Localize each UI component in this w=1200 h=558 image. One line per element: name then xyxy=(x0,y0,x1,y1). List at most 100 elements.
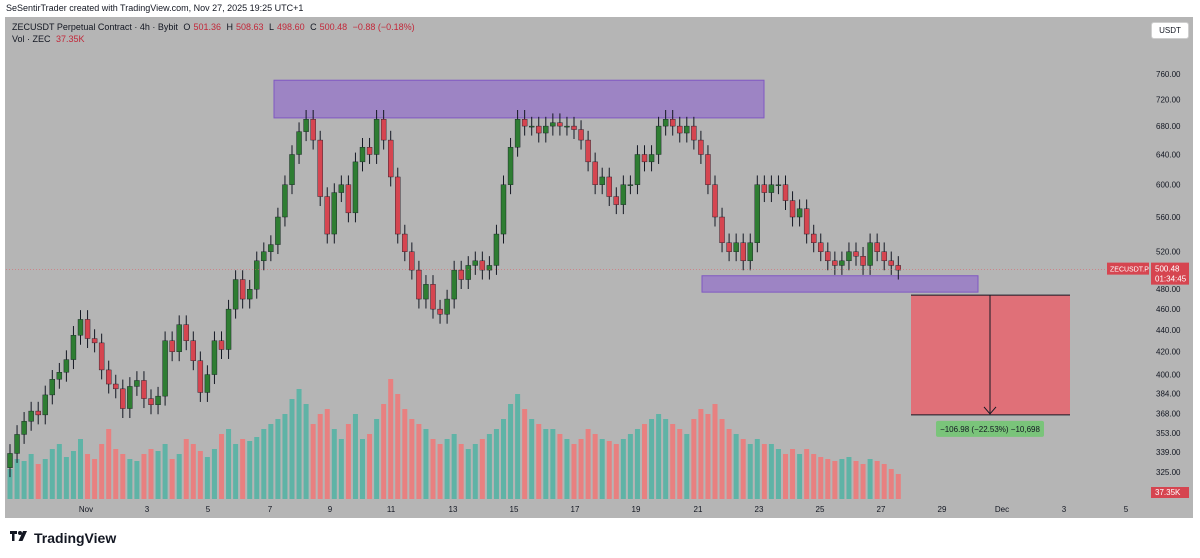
x-tick-label: 5 xyxy=(1124,505,1129,514)
candle xyxy=(56,362,63,389)
candle-body xyxy=(465,265,471,280)
volume-bar xyxy=(465,449,471,499)
candle xyxy=(818,233,824,262)
candle-body xyxy=(888,260,894,266)
volume-bar xyxy=(226,429,232,499)
candle-body xyxy=(479,260,486,271)
candle xyxy=(585,130,591,172)
volume-bar xyxy=(775,449,781,499)
candle xyxy=(444,289,450,324)
candle xyxy=(162,331,168,406)
candle-body xyxy=(881,251,887,262)
x-tick-label: 17 xyxy=(571,505,580,514)
candle xyxy=(204,365,211,402)
candle-body xyxy=(550,122,556,127)
price-tag-symbol: ZECUSDT.P xyxy=(1110,267,1149,274)
volume-bar xyxy=(564,439,570,499)
candle xyxy=(888,251,894,275)
candle xyxy=(70,326,77,370)
candle-body xyxy=(585,139,591,163)
candle xyxy=(867,233,873,275)
volume-bar xyxy=(204,457,210,499)
volume-tag-value: 37.35K xyxy=(1155,488,1181,497)
candle xyxy=(472,251,478,275)
volume-bar xyxy=(141,454,147,499)
volume-bar xyxy=(550,429,556,499)
candle xyxy=(148,389,154,415)
candle xyxy=(380,109,387,150)
candle-body xyxy=(28,410,34,422)
volume-bar xyxy=(317,414,323,499)
change-value: −0.88 (−0.18%) xyxy=(352,22,415,32)
candle-body xyxy=(430,284,436,310)
volume-bar xyxy=(522,409,528,499)
volume-bar xyxy=(254,437,260,499)
candle xyxy=(733,233,739,262)
candle xyxy=(557,113,563,136)
candle xyxy=(77,310,84,345)
candle xyxy=(599,167,605,195)
candle xyxy=(416,260,422,309)
symbol-legend: ZECUSDT Perpetual Contract · 4h · Bybit … xyxy=(12,22,418,32)
candle xyxy=(98,333,105,380)
candle-body xyxy=(768,184,775,193)
price-tag-value: 500.48 xyxy=(1155,265,1180,274)
volume-bar xyxy=(663,419,669,499)
candle-body xyxy=(239,279,246,300)
candle xyxy=(825,242,831,271)
y-tick-label: 420.00 xyxy=(1156,348,1181,357)
candle xyxy=(712,175,718,227)
candle xyxy=(176,315,182,362)
candle-body xyxy=(324,196,330,235)
candle-body xyxy=(839,260,845,266)
candle-body xyxy=(331,192,337,235)
candle xyxy=(35,401,41,425)
volume-bar xyxy=(790,449,796,499)
candle-body xyxy=(691,125,697,141)
candle xyxy=(895,256,901,280)
candle-body xyxy=(775,184,782,186)
volume-bar xyxy=(733,434,739,499)
volume-bar xyxy=(726,429,732,499)
volume-bar xyxy=(49,449,55,499)
candle xyxy=(134,371,140,396)
volume-bar xyxy=(7,469,13,499)
volume-bar xyxy=(190,444,196,499)
candle-body xyxy=(402,233,408,252)
volume-bar xyxy=(85,454,91,499)
candle xyxy=(289,145,295,195)
x-tick-label: 7 xyxy=(268,505,273,514)
candle xyxy=(423,275,429,309)
candle-body xyxy=(254,260,260,290)
volume-bar xyxy=(656,414,662,499)
candle-body xyxy=(571,125,577,130)
candle-body xyxy=(747,242,753,262)
candle-body xyxy=(296,131,302,155)
candle-body xyxy=(395,176,401,235)
candle-body xyxy=(712,184,718,218)
currency-button[interactable]: USDT xyxy=(1151,22,1189,39)
volume-bar xyxy=(303,404,309,499)
candle xyxy=(655,116,662,164)
volume-bar xyxy=(127,459,133,499)
price-tag-bg xyxy=(1151,262,1189,285)
volume-bar xyxy=(233,444,239,499)
volume-bar xyxy=(592,434,598,499)
open-value: 501.36 xyxy=(193,22,221,32)
candle xyxy=(620,175,627,215)
candle xyxy=(359,137,366,172)
volume-bar xyxy=(501,419,506,499)
x-tick-label: 25 xyxy=(816,505,825,514)
candle-body xyxy=(218,340,225,350)
candle xyxy=(49,370,55,405)
volume-bar xyxy=(670,424,676,499)
volume-bar xyxy=(804,449,810,499)
candle xyxy=(789,191,796,227)
volume-bar xyxy=(169,459,175,499)
volume-bar xyxy=(585,429,591,499)
candle-body xyxy=(825,251,831,262)
x-tick-label: 15 xyxy=(510,505,519,514)
candle xyxy=(740,233,746,271)
candle xyxy=(430,275,436,319)
